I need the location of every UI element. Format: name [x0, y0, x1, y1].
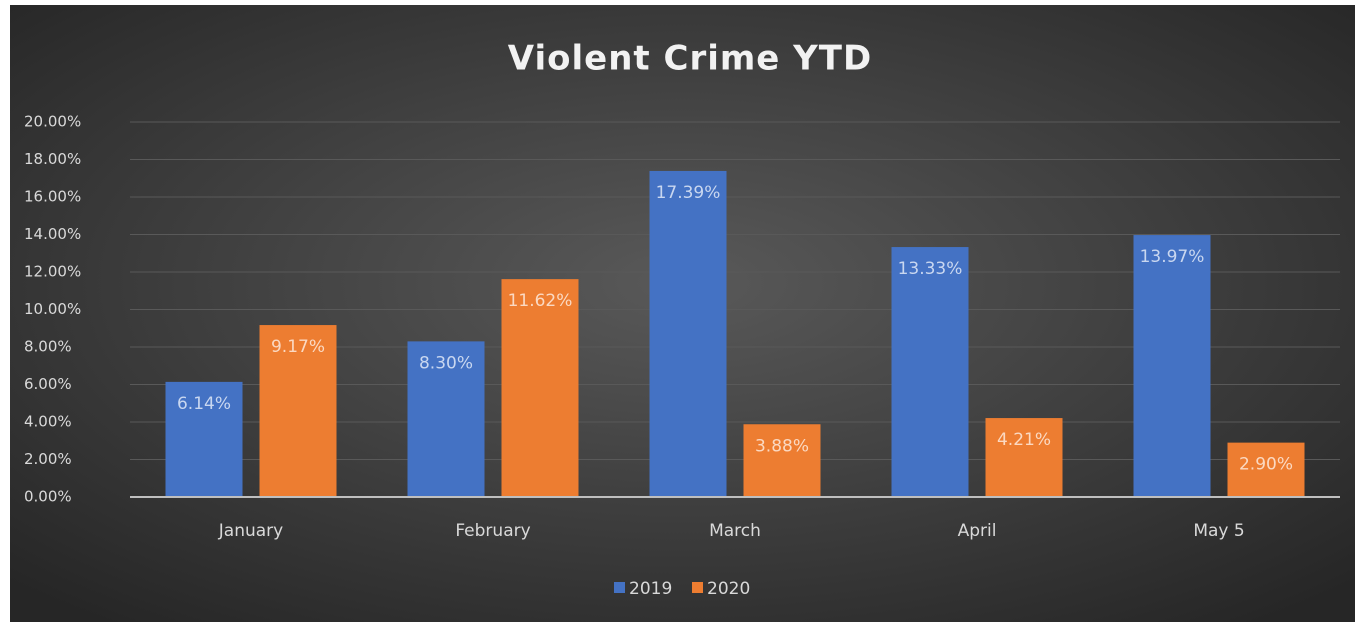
y-tick-label: 16.00% — [24, 188, 81, 206]
y-tick-label: 12.00% — [24, 263, 81, 281]
y-tick-label: 0.00% — [24, 488, 72, 506]
y-tick-label: 2.00% — [24, 450, 72, 468]
bar — [501, 279, 579, 497]
bar — [165, 381, 243, 497]
chart-title: Violent Crime YTD — [508, 39, 872, 79]
data-label: 4.21% — [997, 430, 1051, 450]
x-tick-label: March — [709, 521, 761, 541]
data-label: 9.17% — [271, 337, 325, 357]
bar — [649, 170, 727, 497]
data-label: 13.33% — [898, 259, 963, 279]
y-tick-label: 14.00% — [24, 225, 81, 243]
legend-label: 2020 — [707, 579, 750, 599]
bar — [891, 247, 969, 497]
x-tick-label: February — [455, 521, 530, 541]
data-label: 6.14% — [177, 394, 231, 414]
bar — [259, 325, 337, 497]
y-tick-label: 18.00% — [24, 150, 81, 168]
legend-swatch — [692, 582, 703, 593]
legend-label: 2019 — [629, 579, 672, 599]
data-label: 3.88% — [755, 436, 809, 456]
x-tick-label: January — [218, 521, 283, 541]
data-label: 8.30% — [419, 353, 473, 373]
y-tick-label: 8.00% — [24, 338, 72, 356]
bar — [407, 341, 485, 497]
data-label: 2.90% — [1239, 455, 1293, 475]
bar — [743, 424, 821, 497]
bar — [1227, 442, 1305, 497]
x-tick-label: April — [958, 521, 997, 541]
data-label: 13.97% — [1140, 247, 1205, 267]
y-tick-label: 10.00% — [24, 300, 81, 318]
data-label: 11.62% — [508, 291, 573, 311]
data-label: 17.39% — [656, 183, 721, 203]
bar — [985, 418, 1063, 497]
bar — [1133, 235, 1211, 497]
y-tick-label: 20.00% — [24, 113, 81, 131]
x-tick-label: May 5 — [1193, 521, 1244, 541]
legend-swatch — [614, 582, 625, 593]
y-tick-label: 4.00% — [24, 413, 72, 431]
y-tick-label: 6.00% — [24, 375, 72, 393]
